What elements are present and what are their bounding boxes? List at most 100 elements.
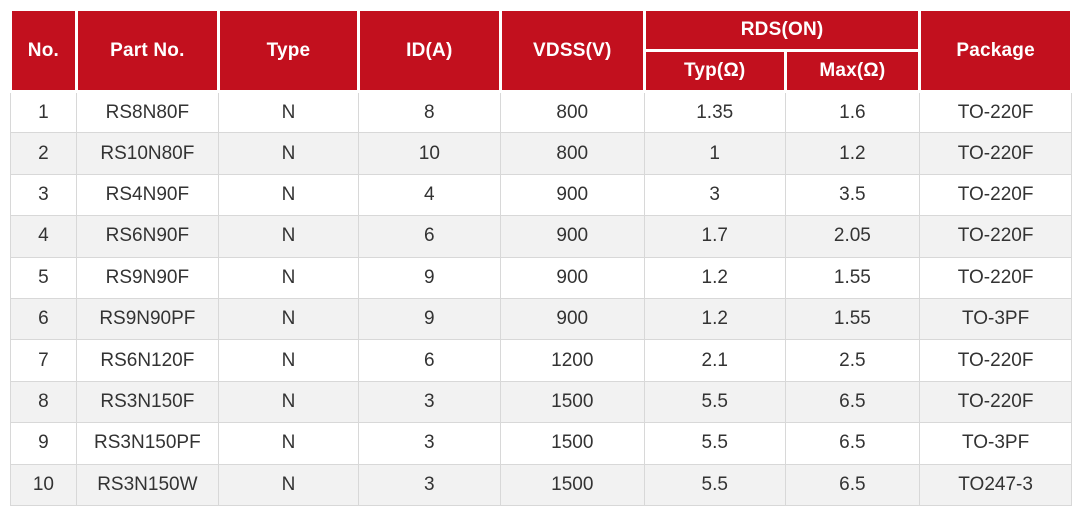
cell-type: N (217, 422, 360, 465)
cell-vdss-v: 1500 (499, 380, 645, 424)
cell-vdss-v: 800 (499, 90, 645, 134)
header-cell-rds-typ: Typ(Ω) (642, 49, 787, 93)
cell-type: N (217, 132, 360, 175)
table-row: 1 RS8N80F N 8 800 1.35 1.6 TO-220F (10, 90, 1072, 134)
table-row: 9 RS3N150PF N 3 1500 5.5 6.5 TO-3PF (10, 422, 1072, 465)
cell-package: TO-220F (919, 215, 1072, 258)
cell-rds-typ: 1.2 (643, 256, 786, 299)
cell-no: 10 (10, 463, 77, 507)
table-row: 8 RS3N150F N 3 1500 5.5 6.5 TO-220F (10, 380, 1072, 424)
cell-package: TO-220F (919, 132, 1072, 175)
cell-rds-typ: 1.2 (643, 297, 786, 341)
cell-id-a: 4 (358, 173, 501, 217)
cell-no: 9 (10, 422, 77, 465)
cell-rds-max: 1.55 (784, 256, 921, 299)
cell-rds-typ: 1 (643, 132, 786, 175)
cell-id-a: 3 (358, 422, 501, 465)
header-cell-id-a: ID(A) (357, 8, 502, 93)
cell-package: TO-220F (919, 90, 1072, 134)
cell-vdss-v: 1500 (499, 422, 645, 465)
cell-no: 5 (10, 256, 77, 299)
cell-package: TO-220F (919, 256, 1072, 299)
cell-package: TO-3PF (919, 297, 1072, 341)
cell-rds-max: 1.6 (784, 90, 921, 134)
cell-type: N (217, 380, 360, 424)
cell-vdss-v: 900 (499, 256, 645, 299)
cell-rds-max: 3.5 (784, 173, 921, 217)
cell-part-no: RS6N120F (75, 339, 219, 382)
mosfet-spec-table: No. Part No. Type ID(A) VDSS(V) RDS(ON) … (9, 8, 1073, 507)
cell-no: 6 (10, 297, 77, 341)
header-cell-package: Package (918, 8, 1073, 93)
cell-rds-max: 6.5 (784, 422, 921, 465)
cell-id-a: 3 (358, 463, 501, 507)
cell-rds-typ: 1.35 (643, 90, 786, 134)
header-cell-no: No. (9, 8, 78, 93)
table-row: 2 RS10N80F N 10 800 1 1.2 TO-220F (10, 132, 1072, 175)
cell-vdss-v: 800 (499, 132, 645, 175)
table-row: 4 RS6N90F N 6 900 1.7 2.05 TO-220F (10, 215, 1072, 258)
cell-vdss-v: 900 (499, 173, 645, 217)
cell-id-a: 3 (358, 380, 501, 424)
header-row-sub: Typ(Ω) Max(Ω) (11, 49, 1072, 93)
table-body: 1 RS8N80F N 8 800 1.35 1.6 TO-220F 2 RS10N80F N 10 8… (10, 90, 1072, 507)
cell-rds-typ: 1.7 (643, 215, 786, 258)
cell-rds-max: 2.5 (784, 339, 921, 382)
cell-part-no: RS4N90F (75, 173, 219, 217)
cell-rds-typ: 3 (643, 173, 786, 217)
table-row: 6 RS9N90PF N 9 900 1.2 1.55 TO-3PF (10, 297, 1072, 341)
cell-rds-max: 6.5 (784, 380, 921, 424)
cell-package: TO-3PF (919, 422, 1072, 465)
cell-no: 3 (10, 173, 77, 217)
cell-package: TO-220F (919, 339, 1072, 382)
header-row-main: No. Part No. Type ID(A) VDSS(V) RDS(ON) … (9, 8, 1073, 93)
cell-package: TO-220F (919, 380, 1072, 424)
cell-no: 7 (10, 339, 77, 382)
cell-type: N (217, 90, 360, 134)
cell-vdss-v: 1200 (499, 339, 645, 382)
cell-rds-max: 1.2 (784, 132, 921, 175)
cell-rds-max: 1.55 (784, 297, 921, 341)
cell-part-no: RS3N150F (75, 380, 219, 424)
cell-part-no: RS8N80F (75, 90, 219, 134)
cell-id-a: 6 (358, 215, 501, 258)
header-cell-vdss-v: VDSS(V) (498, 8, 646, 93)
cell-vdss-v: 1500 (499, 463, 645, 507)
table-row: 7 RS6N120F N 6 1200 2.1 2.5 TO-220F (10, 339, 1072, 382)
cell-part-no: RS9N90PF (75, 297, 219, 341)
cell-type: N (217, 339, 360, 382)
cell-no: 1 (10, 90, 77, 134)
cell-id-a: 6 (358, 339, 501, 382)
cell-part-no: RS10N80F (75, 132, 219, 175)
cell-no: 2 (10, 132, 77, 175)
cell-type: N (217, 173, 360, 217)
cell-rds-max: 6.5 (784, 463, 921, 507)
header-cell-rds-max: Max(Ω) (783, 49, 922, 93)
cell-no: 8 (10, 380, 77, 424)
cell-part-no: RS6N90F (75, 215, 219, 258)
cell-rds-typ: 5.5 (643, 463, 786, 507)
cell-part-no: RS9N90F (75, 256, 219, 299)
cell-rds-typ: 5.5 (643, 380, 786, 424)
cell-vdss-v: 900 (499, 215, 645, 258)
cell-type: N (217, 463, 360, 507)
cell-type: N (217, 215, 360, 258)
cell-id-a: 9 (358, 256, 501, 299)
cell-id-a: 9 (358, 297, 501, 341)
table-row: 5 RS9N90F N 9 900 1.2 1.55 TO-220F (10, 256, 1072, 299)
cell-vdss-v: 900 (499, 297, 645, 341)
cell-type: N (217, 256, 360, 299)
cell-no: 4 (10, 215, 77, 258)
cell-id-a: 10 (358, 132, 501, 175)
cell-rds-typ: 2.1 (643, 339, 786, 382)
cell-rds-typ: 5.5 (643, 422, 786, 465)
cell-rds-max: 2.05 (784, 215, 921, 258)
cell-id-a: 8 (358, 90, 501, 134)
header-cell-type: Type (216, 8, 361, 93)
cell-part-no: RS3N150PF (75, 422, 219, 465)
cell-package: TO-220F (919, 173, 1072, 217)
cell-type: N (217, 297, 360, 341)
table-header: No. Part No. Type ID(A) VDSS(V) RDS(ON) … (9, 8, 1073, 93)
cell-part-no: RS3N150W (75, 463, 219, 507)
